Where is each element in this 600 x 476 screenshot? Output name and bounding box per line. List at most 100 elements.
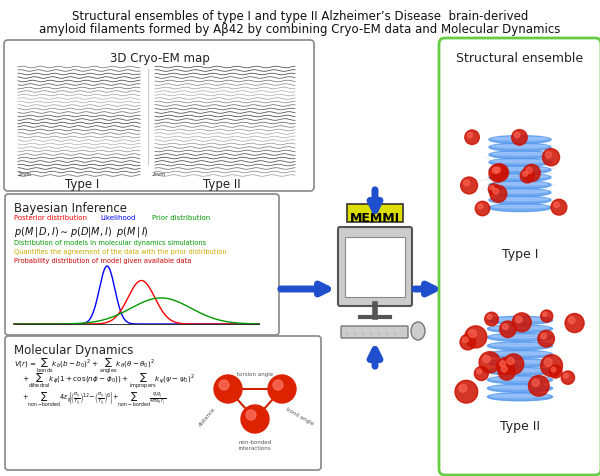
Circle shape [491,165,509,182]
Ellipse shape [491,318,549,321]
Circle shape [561,371,575,385]
Circle shape [467,133,472,139]
Ellipse shape [492,138,548,141]
Circle shape [523,172,527,177]
Text: bond angle: bond angle [285,406,314,426]
Circle shape [542,149,560,167]
Circle shape [455,380,478,403]
Circle shape [549,365,562,378]
Circle shape [565,314,584,333]
Circle shape [503,354,524,375]
Text: Type I: Type I [502,248,538,260]
Text: $V(r)=\sum_{\rm bonds}k_b(b-b_0)^2+\sum_{\rm angles}k_\theta(\theta-\theta_0)^2$: $V(r)=\sum_{\rm bonds}k_b(b-b_0)^2+\sum_… [14,357,155,377]
Ellipse shape [487,367,553,376]
Ellipse shape [491,386,549,389]
Circle shape [523,165,540,182]
Text: Bayesian Inference: Bayesian Inference [14,201,127,215]
Circle shape [494,168,500,174]
Circle shape [543,313,547,317]
Circle shape [460,335,476,350]
Ellipse shape [492,153,548,156]
Circle shape [268,375,296,403]
Text: Likelihood: Likelihood [100,215,136,220]
Circle shape [475,367,488,381]
Text: Posterior distribution: Posterior distribution [14,215,87,220]
Ellipse shape [489,181,551,189]
Text: 3D Cryo-EM map: 3D Cryo-EM map [110,52,210,65]
Circle shape [487,315,492,320]
Text: amyloid filaments formed by Aβ42 by combining Cryo-EM data and Molecular Dynamic: amyloid filaments formed by Aβ42 by comb… [40,23,560,36]
Ellipse shape [489,167,551,175]
Ellipse shape [487,325,553,333]
Ellipse shape [489,159,551,167]
Ellipse shape [489,204,551,212]
Text: $+\sum_{\rm dihedral}k_\phi(1+\cos(n\phi-\phi_0))+\sum_{\rm impropers}k_\psi(\ps: $+\sum_{\rm dihedral}k_\phi(1+\cos(n\phi… [22,372,195,391]
Text: Distribution of models in molecular dynamics simulations: Distribution of models in molecular dyna… [14,239,206,246]
Ellipse shape [489,136,551,144]
Ellipse shape [491,327,549,329]
Circle shape [568,317,575,324]
Ellipse shape [492,183,548,186]
Ellipse shape [491,361,549,364]
Circle shape [475,202,490,216]
Circle shape [512,130,527,146]
Circle shape [541,334,547,339]
Circle shape [488,184,499,196]
Circle shape [241,405,269,433]
Circle shape [489,165,507,183]
Circle shape [529,376,549,397]
Circle shape [500,361,506,367]
Circle shape [520,169,534,184]
Text: MEMMI: MEMMI [350,211,400,225]
Text: Prior distribution: Prior distribution [152,215,210,220]
Ellipse shape [492,146,548,148]
Circle shape [477,369,482,374]
Ellipse shape [491,377,549,380]
Text: Structural ensemble: Structural ensemble [457,52,584,65]
Ellipse shape [487,342,553,350]
FancyBboxPatch shape [439,39,600,475]
Circle shape [501,366,507,372]
Circle shape [551,367,556,372]
Text: $+\sum_{\rm non-bonded}4\varepsilon_{ij}\!\left[\!\left(\frac{\sigma_{ij}}{r_{ij: $+\sum_{\rm non-bonded}4\varepsilon_{ij}… [22,389,166,408]
Ellipse shape [487,350,553,358]
Text: $p(M\,|\,D,I)\sim p(D|M,I)\;\;p(M\,|\,I)$: $p(M\,|\,D,I)\sim p(D|M,I)\;\;p(M\,|\,I)… [14,225,149,238]
Ellipse shape [492,176,548,178]
Text: 2nm: 2nm [17,172,31,177]
Circle shape [545,152,551,159]
Text: Probability distribution of model given available data: Probability distribution of model given … [14,258,191,263]
Circle shape [507,358,514,365]
Ellipse shape [492,160,548,163]
Circle shape [469,330,476,338]
Ellipse shape [491,344,549,347]
Ellipse shape [411,322,425,340]
FancyBboxPatch shape [345,238,405,298]
Circle shape [515,317,522,323]
Text: Structural ensembles of type I and type II Alzheimer’s Disease  brain-derived: Structural ensembles of type I and type … [72,10,528,23]
Ellipse shape [489,197,551,205]
Circle shape [551,200,567,216]
Circle shape [463,337,468,343]
Text: Type II: Type II [500,419,540,432]
Circle shape [246,410,256,420]
Ellipse shape [489,144,551,152]
Circle shape [554,203,559,208]
FancyBboxPatch shape [338,228,412,307]
Circle shape [465,131,479,145]
Circle shape [532,379,539,387]
Ellipse shape [487,393,553,401]
Ellipse shape [491,369,549,372]
Circle shape [479,352,500,373]
Ellipse shape [491,335,549,338]
Text: Type II: Type II [203,178,241,190]
Circle shape [273,380,283,390]
FancyBboxPatch shape [5,336,321,470]
Circle shape [497,358,514,375]
Circle shape [498,363,515,380]
Circle shape [514,133,520,139]
Circle shape [485,313,499,326]
Ellipse shape [489,174,551,182]
Circle shape [541,355,563,377]
Circle shape [214,375,242,403]
Circle shape [492,168,499,174]
